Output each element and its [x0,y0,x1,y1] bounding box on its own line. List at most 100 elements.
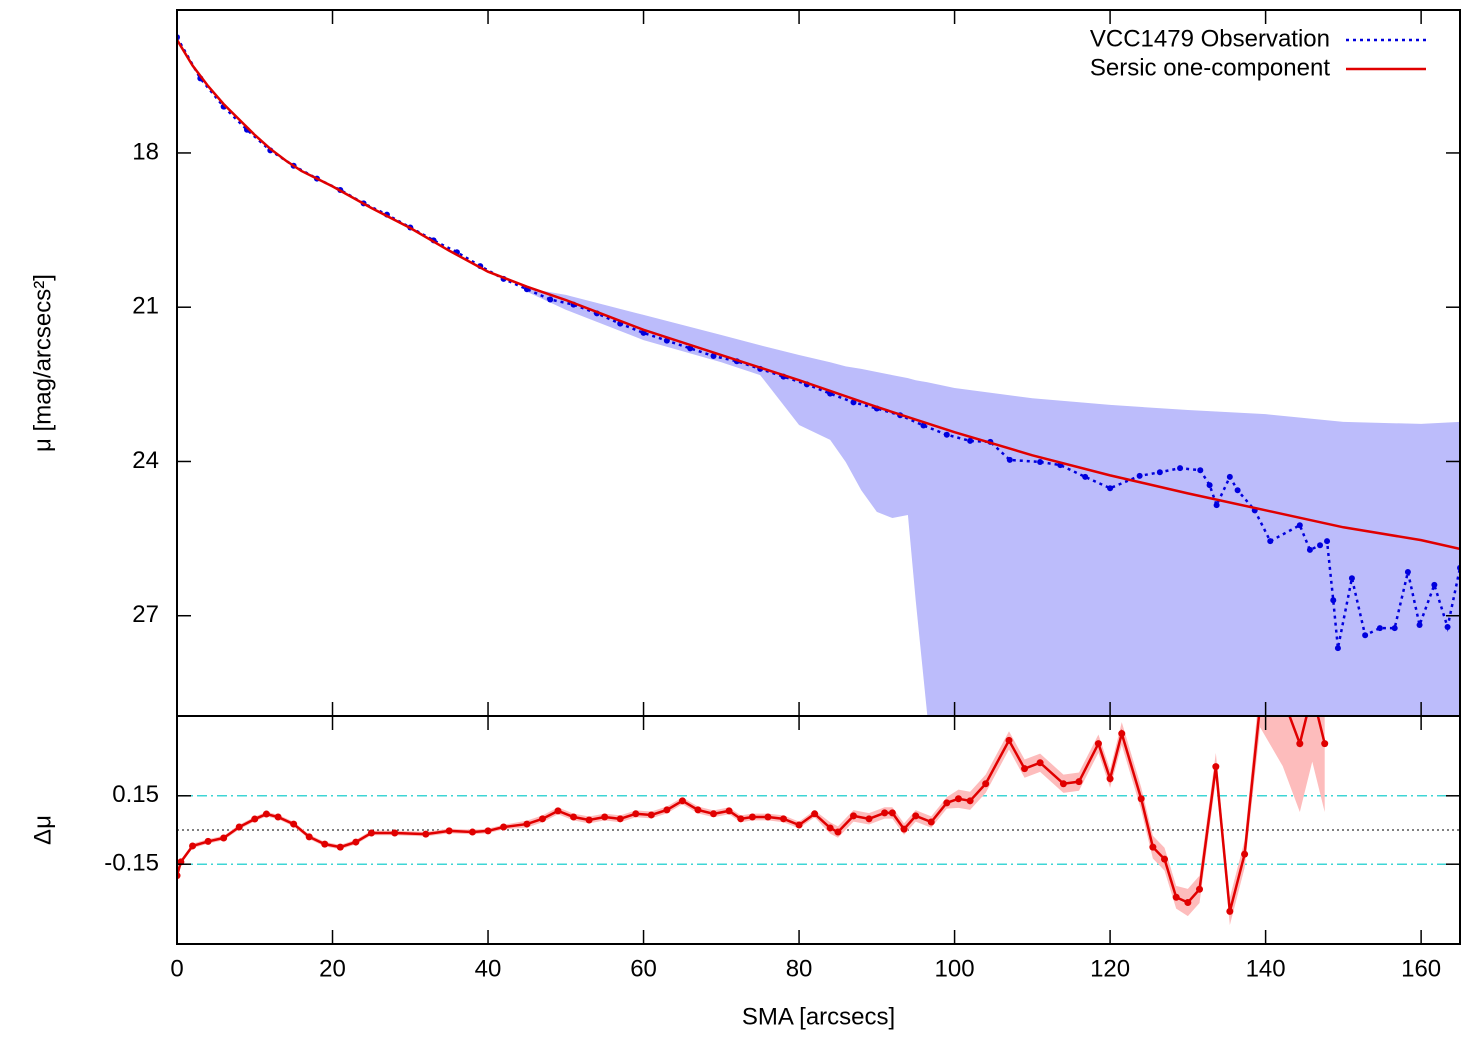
data-point [826,824,834,832]
data-point [1234,487,1241,494]
data-point [954,795,962,803]
x-tick-label: 60 [630,955,657,982]
y-tick-label: 0.15 [112,781,159,808]
data-point [1296,740,1304,748]
data-point [1212,763,1220,771]
data-point [1137,795,1145,803]
data-point [1021,765,1029,773]
data-point [1005,736,1013,744]
data-point [1416,621,1423,628]
data-point [367,829,375,837]
data-point [1306,546,1313,553]
y-tick-label: 27 [132,601,159,628]
error-band [526,288,1460,716]
data-point [468,828,476,836]
data-point [290,820,298,828]
data-point [336,843,344,851]
plot-area [177,716,1460,926]
y-axis-label: μ [mag/arcsecs²] [29,274,56,452]
y-tick-label: 24 [132,447,159,474]
data-point [834,828,842,836]
data-point [601,813,609,821]
error-band [177,716,1325,926]
data-point [1177,465,1184,472]
data-point [1172,893,1180,901]
x-tick-label: 80 [786,955,813,982]
data-point [1094,740,1102,748]
data-point [321,840,329,848]
data-point [352,838,360,846]
data-point [1404,569,1411,576]
data-point [1149,843,1157,851]
data-point [1226,473,1233,480]
data-point [1444,624,1451,631]
data-point [748,813,756,821]
data-point [764,813,772,821]
y-tick-label: 21 [132,293,159,320]
data-line [177,716,1326,912]
data-point [538,815,546,823]
data-point [725,807,733,815]
data-point [982,780,990,788]
data-point [943,431,950,438]
data-point [881,809,889,817]
data-point [1241,850,1249,858]
x-tick-label: 20 [319,955,346,982]
data-point [780,815,788,823]
data-point [1267,538,1274,545]
data-point [547,296,554,303]
data-point [1226,907,1234,915]
x-tick-label: 160 [1401,955,1441,982]
data-point [966,797,974,805]
data-point [305,833,313,841]
x-tick-label: 0 [170,955,183,982]
data-point [445,827,453,835]
plot-frame [176,715,1461,945]
data-point [1196,885,1204,893]
data-point [585,816,593,824]
data-point [1107,485,1114,492]
data-point [1317,542,1324,549]
x-axis-label: SMA [arcsecs] [742,1003,895,1030]
data-point [523,820,531,828]
data-point [1075,778,1083,786]
data-point [262,810,270,818]
data-point [1037,458,1044,465]
data-point [1059,780,1067,788]
data-point [694,806,702,814]
data-point [900,825,908,833]
data-point [1006,456,1013,463]
data-point [795,821,803,829]
data-point [912,812,920,820]
data-point [1161,855,1169,863]
y-tick-label: 18 [132,138,159,165]
data-point [967,437,974,444]
data-point [1296,522,1303,529]
data-point [687,345,694,352]
data-point [710,810,718,818]
data-point [1082,473,1089,480]
data-point [811,810,819,818]
data-point [189,842,197,850]
legend-label: VCC1479 Observation [1090,25,1330,52]
plot-area [177,34,1460,716]
data-point [570,813,578,821]
data-point [920,422,927,429]
data-point [484,827,492,835]
data-point [220,834,228,842]
data-point [710,353,717,360]
data-point [1206,482,1213,489]
data-point [1376,625,1383,632]
data-point [1391,625,1398,632]
data-point [1324,538,1331,545]
x-tick-label: 120 [1090,955,1130,982]
data-point [1184,899,1192,907]
x-tick-label: 40 [475,955,502,982]
data-point [1321,740,1329,748]
y-tick-label: -0.15 [104,850,159,877]
data-point [737,815,745,823]
data-point [1156,469,1163,476]
data-point [888,809,896,817]
data-point [500,823,508,831]
